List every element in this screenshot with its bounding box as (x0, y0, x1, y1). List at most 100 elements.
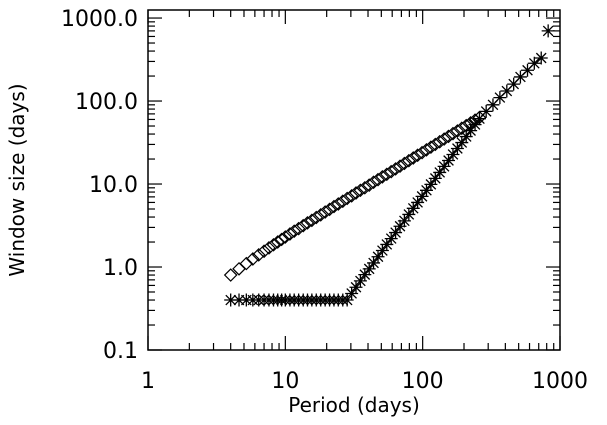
asterisk-point (541, 24, 555, 38)
diamond-point (366, 175, 381, 190)
asterisk-point (389, 226, 403, 240)
axis-ticks (147, 10, 561, 351)
asterisk-point (459, 130, 473, 144)
asterisk-point (224, 293, 238, 307)
diamond-point (357, 180, 372, 195)
asterisk-point (402, 207, 416, 221)
diamond-point (415, 145, 429, 160)
diamond-point (245, 252, 260, 266)
diamond-point (432, 134, 447, 149)
asterisk-point (358, 268, 372, 282)
series-diamond (223, 110, 487, 282)
asterisk-point (393, 219, 407, 233)
asterisk-point (353, 274, 367, 288)
diamond-point (309, 210, 324, 225)
diamond-point (410, 148, 425, 163)
diamond-point (437, 132, 451, 146)
diamond-point (375, 170, 390, 184)
y-tick-label: 100.0 (75, 90, 138, 115)
asterisk-point (507, 77, 521, 91)
diamond-point (446, 126, 460, 141)
diamond-point (283, 227, 297, 241)
diamond-point (362, 178, 377, 192)
asterisk-point (384, 232, 398, 246)
x-tick-label: 100 (402, 369, 444, 394)
y-tick-label: 0.1 (103, 339, 138, 364)
diamond-point (401, 153, 416, 168)
diamond-point (335, 194, 350, 209)
asterisk-point (239, 293, 253, 307)
asterisk-point (375, 244, 389, 258)
diamond-point (393, 159, 407, 174)
asterisk-point (468, 118, 482, 132)
diamond-point (331, 197, 346, 211)
diamond-point (239, 256, 254, 271)
asterisk-point (455, 136, 469, 150)
x-axis-label: Period (days) (288, 393, 420, 417)
diamond-point (300, 216, 315, 230)
diamond-point (262, 241, 276, 255)
asterisk-point (521, 63, 535, 77)
asterisk-point (464, 124, 478, 138)
diamond-point (340, 191, 355, 206)
asterisk-point (479, 104, 493, 118)
asterisk-point (433, 165, 447, 179)
asterisk-point (406, 201, 420, 215)
diamond-point (257, 244, 271, 259)
asterisk-point (232, 293, 246, 307)
asterisk-point (527, 56, 541, 70)
diamond-point (318, 205, 333, 219)
asterisk-point (493, 91, 507, 105)
diamond-point (450, 124, 465, 138)
x-tick-label: 10 (271, 369, 299, 394)
diamond-point (278, 230, 293, 244)
asterisk-point (419, 183, 433, 197)
diamond-point (379, 167, 394, 182)
asterisk-point (486, 98, 500, 112)
asterisk-point (513, 70, 527, 84)
asterisk-point (340, 293, 354, 307)
asterisk-point (371, 250, 385, 264)
diamond-point (406, 151, 421, 165)
diamond-point (441, 129, 456, 144)
diamond-point (223, 268, 238, 282)
asterisk-point (534, 51, 548, 65)
diamond-point (296, 218, 311, 233)
asterisk-point (349, 280, 363, 294)
data-markers (223, 24, 555, 307)
asterisk-point (437, 159, 451, 173)
y-tick-label: 10.0 (89, 173, 138, 198)
diamond-point (384, 164, 399, 179)
asterisk-point (450, 141, 464, 155)
asterisk-point (397, 214, 411, 228)
asterisk-point (415, 189, 429, 203)
diamond-point (313, 208, 328, 222)
diamond-point (428, 137, 443, 152)
tick-labels: 1 10 100 1000 0.1 1.0 10.0 100.0 1000.0 (61, 7, 588, 394)
plot-frame (147, 9, 561, 351)
diamond-point (349, 186, 363, 200)
asterisk-point (428, 171, 442, 185)
x-tick-label: 1 (141, 369, 155, 394)
asterisk-point (367, 256, 381, 270)
diamond-point (305, 213, 319, 228)
asterisk-point (380, 237, 394, 251)
diamond-point (251, 248, 266, 262)
series-asterisk (224, 24, 555, 307)
diamond-point (266, 237, 281, 252)
asterisk-point (411, 195, 425, 209)
x-tick-label: 1000 (532, 369, 588, 394)
diamond-point (353, 183, 368, 198)
diamond-point (424, 140, 438, 155)
diamond-point (274, 232, 289, 247)
asterisk-point (472, 112, 486, 126)
y-tick-label: 1000.0 (61, 7, 138, 32)
diamond-point (287, 224, 302, 239)
asterisk-point (442, 154, 456, 168)
diamond-point (397, 156, 412, 171)
diamond-point (371, 172, 385, 187)
diamond-point (291, 221, 306, 236)
diamond-point (388, 162, 403, 176)
asterisk-point (362, 262, 376, 276)
